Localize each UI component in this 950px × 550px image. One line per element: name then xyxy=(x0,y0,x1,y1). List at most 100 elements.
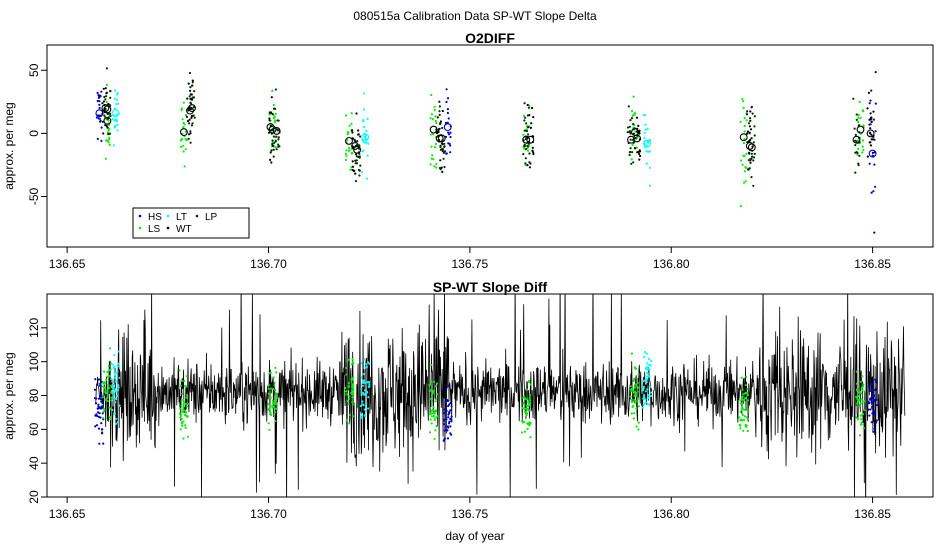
overlay-point-ls xyxy=(267,392,270,395)
data-point-lt xyxy=(645,150,648,153)
data-point-wt xyxy=(526,103,529,107)
overlay-point-ls xyxy=(107,370,110,373)
overlay-point-ls xyxy=(352,362,355,365)
overlay-point-lt xyxy=(116,370,119,373)
data-point-wt xyxy=(750,137,753,140)
data-point-ls xyxy=(350,112,353,115)
overlay-point-lt xyxy=(117,350,120,353)
data-point-hs xyxy=(446,97,450,100)
data-point-wt xyxy=(869,144,873,147)
data-point-lt xyxy=(644,128,647,131)
overlay-point-lt xyxy=(112,412,116,415)
data-point-ls xyxy=(183,123,186,126)
overlay-point-hs xyxy=(447,416,450,419)
overlay-point-hs xyxy=(93,388,97,391)
overlay-point-ls xyxy=(856,398,859,401)
overlay-point-ls xyxy=(524,398,527,401)
data-point-lp xyxy=(628,150,632,154)
data-point-ls xyxy=(741,163,744,166)
overlay-point-ls xyxy=(431,392,435,395)
overlay-point-ls xyxy=(855,416,858,419)
data-point-wt xyxy=(350,129,354,132)
overlay-point-ls xyxy=(527,401,530,404)
data-point-lp xyxy=(855,113,858,116)
data-point-wt xyxy=(637,124,640,127)
data-point-ls xyxy=(430,145,433,148)
overlay-point-hs xyxy=(94,378,97,381)
overlay-point-lt xyxy=(649,364,652,367)
overlay-point-ls xyxy=(271,404,274,407)
data-point-lp xyxy=(438,127,441,130)
overlay-point-ls xyxy=(523,403,526,406)
overlay-point-ls xyxy=(275,402,278,405)
data-point-wt xyxy=(637,131,640,134)
overlay-point-ls xyxy=(633,412,636,415)
data-point-hs xyxy=(98,106,101,110)
data-point-ls xyxy=(274,112,277,115)
data-point-wt xyxy=(531,149,534,152)
data-point-ls xyxy=(630,158,633,161)
y-tick-label: 60 xyxy=(27,422,41,436)
data-point-lp xyxy=(524,138,528,141)
data-point-lp xyxy=(441,147,444,150)
overlay-point-ls xyxy=(267,422,270,425)
overlay-point-ls xyxy=(106,399,109,403)
overlay-point-ls xyxy=(269,387,272,390)
mean-marker-ls xyxy=(179,128,188,137)
overlay-point-ls xyxy=(430,388,433,391)
overlay-point-ls xyxy=(184,424,187,427)
data-point-lp xyxy=(523,119,526,122)
data-point-wt xyxy=(749,138,752,142)
overlay-point-ls xyxy=(351,384,354,387)
overlay-point-hs xyxy=(871,412,874,415)
overlay-point-ls xyxy=(746,429,749,433)
data-point-hs xyxy=(98,100,101,103)
overlay-point-ls xyxy=(629,395,632,398)
data-point-lp xyxy=(357,168,360,172)
data-point-ls xyxy=(743,154,746,158)
overlay-point-ls xyxy=(436,415,439,418)
overlay-point-lt xyxy=(111,380,114,383)
data-point-ls xyxy=(182,121,185,124)
data-point-wt xyxy=(747,140,751,143)
overlay-point-ls xyxy=(857,394,860,397)
overlay-point-lt xyxy=(645,366,648,369)
data-point-wt xyxy=(354,153,358,156)
data-point-wt xyxy=(185,115,188,118)
data-point-hs xyxy=(874,102,877,105)
overlay-point-ls xyxy=(526,427,529,430)
data-point-wt xyxy=(746,132,749,135)
overlay-point-ls xyxy=(103,386,107,389)
data-point-lt xyxy=(113,119,116,122)
overlay-point-hs xyxy=(444,425,447,428)
data-point-wt xyxy=(438,100,441,103)
mean-marker-lp xyxy=(272,126,281,135)
data-point-lp xyxy=(527,106,531,109)
data-point-lp xyxy=(277,136,280,139)
data-point-wt xyxy=(636,151,639,154)
data-point-wt xyxy=(749,119,752,122)
x-tick-label: 136.75 xyxy=(452,507,489,521)
data-point-ls xyxy=(430,113,433,116)
overlay-point-ls xyxy=(637,397,640,400)
overlay-point-hs xyxy=(100,395,103,398)
overlay-point-ls xyxy=(271,399,274,402)
data-point-ls xyxy=(861,145,864,148)
overlay-point-lt xyxy=(114,401,117,404)
data-point-ls xyxy=(107,141,110,144)
overlay-point-lt xyxy=(645,381,648,384)
overlay-point-ls xyxy=(430,415,433,418)
y-tick-label: 40 xyxy=(27,456,41,470)
data-point-lp xyxy=(855,118,858,121)
data-point-hs xyxy=(874,71,877,74)
overlay-point-ls xyxy=(184,411,188,414)
data-point-lp xyxy=(747,122,751,125)
overlay-point-ls xyxy=(350,363,353,366)
data-point-lp xyxy=(358,144,361,147)
data-point-ls xyxy=(274,119,277,122)
overlay-point-hs xyxy=(875,404,878,407)
overlay-point-lt xyxy=(113,377,117,380)
overlay-point-lt xyxy=(642,385,646,388)
overlay-point-hs xyxy=(99,384,102,387)
overlay-point-ls xyxy=(741,413,745,417)
